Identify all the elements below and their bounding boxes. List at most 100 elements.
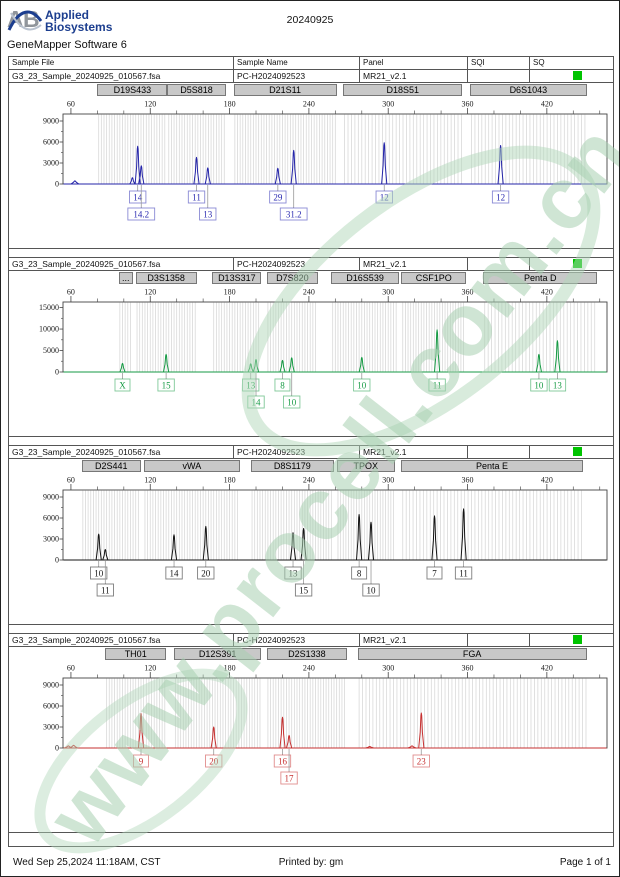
allele-label: 20	[197, 566, 215, 580]
svg-text:120: 120	[144, 664, 156, 673]
svg-text:13: 13	[203, 210, 213, 220]
svg-text:20: 20	[209, 757, 219, 767]
sq-cell	[530, 634, 613, 646]
svg-text:360: 360	[462, 100, 474, 109]
sq-status-square	[573, 447, 582, 456]
report-header: A B Applied Biosystems 20240925 GeneMapp…	[1, 1, 619, 56]
svg-text:7: 7	[432, 569, 437, 579]
allele-label: 8	[351, 566, 368, 580]
column-sample-file: Sample File	[9, 57, 234, 69]
sq-cell	[530, 258, 613, 270]
column-sq: SQ	[533, 58, 545, 67]
svg-text:360: 360	[462, 664, 474, 673]
svg-text:240: 240	[303, 664, 315, 673]
svg-text:240: 240	[303, 288, 315, 297]
svg-text:60: 60	[67, 664, 75, 673]
svg-text:120: 120	[144, 288, 156, 297]
marker-row: ... D3S1358 D13S317 D7S820 D16S539 CSF1PO Pent…	[9, 271, 613, 286]
sq-status-square	[573, 635, 582, 644]
svg-text:17: 17	[285, 774, 295, 784]
svg-text:11: 11	[433, 381, 442, 391]
electropherogram-plot: 60 120 180 240 300 360 420 0 3000 6000 9000 9 20 16 17…	[43, 664, 608, 785]
allele-label: 16	[273, 754, 292, 768]
sq-cell	[530, 70, 613, 82]
svg-text:15: 15	[162, 381, 172, 391]
marker-row: TH01 D12S391 D2S1338 FGA	[9, 647, 613, 662]
svg-text:14: 14	[133, 193, 143, 203]
electropherogram-section-4: G3_23_Sample_20240925_010567.fsa PC-H2024…	[9, 633, 613, 833]
sample-name-cell: PC-H2024092523	[234, 70, 360, 82]
svg-text:3000: 3000	[43, 159, 59, 168]
svg-text:13: 13	[553, 381, 563, 391]
svg-text:360: 360	[462, 288, 474, 297]
svg-text:180: 180	[224, 664, 236, 673]
marker-box-D6S1043: D6S1043	[470, 84, 587, 96]
svg-text:12: 12	[496, 193, 505, 203]
electropherogram-plot: 60 120 180 240 300 360 420 0 3000 6000 9000 14 14.2 1…	[43, 100, 608, 221]
svg-text:15: 15	[299, 586, 309, 596]
svg-text:10: 10	[94, 569, 104, 579]
marker-box-TH01: TH01	[105, 648, 167, 660]
allele-label: 9	[133, 754, 149, 768]
allele-label: 13	[199, 207, 217, 221]
electropherogram-plot: 60 120 180 240 300 360 420 0 5000 10000 15000 X 15 13…	[39, 288, 608, 409]
svg-text:300: 300	[382, 100, 394, 109]
allele-label: 20	[205, 754, 223, 768]
allele-label: 13	[284, 566, 302, 580]
svg-text:60: 60	[67, 476, 75, 485]
svg-text:9000: 9000	[43, 493, 59, 502]
brand-wordmark: Applied Biosystems	[45, 9, 112, 33]
svg-text:0: 0	[55, 556, 59, 565]
allele-label: 10	[90, 566, 108, 580]
electropherogram-plot: 60 120 180 240 300 360 420 0 3000 6000 9000 10 11 14 2…	[43, 476, 608, 597]
sqi-cell	[468, 258, 530, 270]
svg-text:6000: 6000	[43, 514, 59, 523]
electropherogram-section-1: G3_23_Sample_20240925_010567.fsa PC-H2024…	[9, 70, 613, 249]
svg-text:10: 10	[287, 398, 297, 408]
svg-text:180: 180	[224, 476, 236, 485]
allele-label: 10	[362, 583, 380, 597]
report-footer: Wed Sep 25,2024 11:18AM, CST Printed by:…	[8, 847, 614, 876]
svg-text:420: 420	[541, 476, 553, 485]
svg-text:0: 0	[55, 368, 59, 377]
trace-black	[95, 508, 467, 561]
allele-label: 11	[187, 190, 206, 204]
svg-text:X: X	[119, 381, 126, 391]
electropherogram-sections: G3_23_Sample_20240925_010567.fsa PC-H2024…	[9, 70, 613, 833]
svg-text:14: 14	[170, 569, 180, 579]
marker-box-D16S539: D16S539	[331, 272, 399, 284]
svg-text:20: 20	[201, 569, 211, 579]
svg-text:300: 300	[382, 288, 394, 297]
marker-box-D21S11: D21S11	[233, 84, 337, 96]
marker-box-D13S317: D13S317	[212, 272, 262, 284]
footer-page-number: Page 1 of 1	[559, 857, 611, 868]
svg-text:15000: 15000	[39, 303, 59, 312]
sqi-cell	[468, 634, 530, 646]
svg-text:420: 420	[541, 100, 553, 109]
svg-text:0: 0	[55, 744, 59, 753]
app-name: GeneMapper Software 6	[7, 39, 127, 51]
svg-text:240: 240	[303, 476, 315, 485]
allele-label: 14	[165, 566, 183, 580]
trace-green	[119, 329, 561, 373]
allele-label: 23	[412, 754, 430, 768]
svg-text:11: 11	[459, 569, 468, 579]
svg-text:8: 8	[357, 569, 362, 579]
marker-box-PentaE: Penta E	[401, 460, 583, 472]
allele-label: 14	[129, 190, 147, 204]
allele-label: 11	[428, 378, 446, 392]
sample-name-cell: PC-H2024092523	[234, 258, 360, 270]
sample-file-cell: G3_23_Sample_20240925_010567.fsa	[9, 70, 234, 82]
svg-text:12: 12	[380, 193, 389, 203]
svg-text:120: 120	[144, 100, 156, 109]
svg-text:23: 23	[417, 757, 427, 767]
svg-text:60: 60	[67, 288, 75, 297]
allele-label: 14.2	[127, 207, 156, 221]
allele-label: 15	[157, 378, 175, 392]
brand-line2: Biosystems	[45, 20, 113, 34]
svg-text:5000: 5000	[43, 346, 59, 355]
sqi-cell	[468, 446, 530, 458]
svg-text:6000: 6000	[43, 702, 59, 711]
sqi-cell	[468, 70, 530, 82]
footer-printed-by: Printed by: gm	[278, 857, 344, 868]
